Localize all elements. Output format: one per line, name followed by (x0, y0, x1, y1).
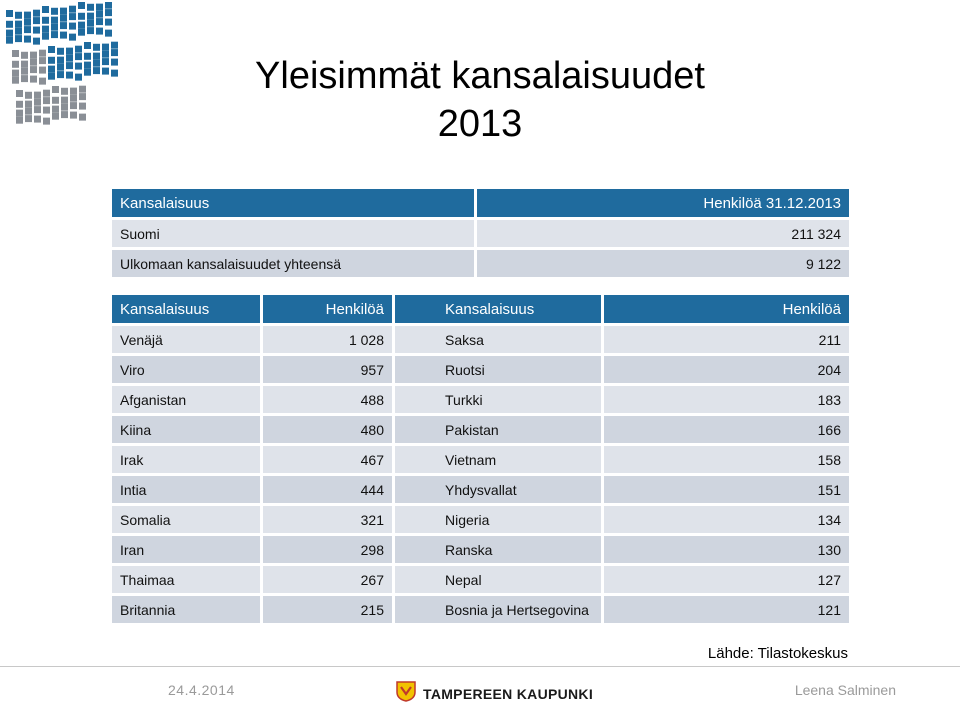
cell-nationality-left: Britannia (112, 596, 260, 623)
summary-header-col-2: Henkilöä 31.12.2013 (477, 189, 849, 217)
cell-persons-left: 267 (263, 566, 392, 593)
summary-cell-name: Suomi (112, 220, 474, 247)
table-row: Kiina 480 Pakistan 166 (112, 416, 849, 443)
header-nationality-left: Kansalaisuus (112, 295, 260, 323)
cell-nationality-left: Somalia (112, 506, 260, 533)
cell-persons-right: 127 (604, 566, 849, 593)
city-name: TAMPEREEN KAUPUNKI (423, 685, 594, 702)
footer-date: 24.4.2014 (168, 682, 235, 698)
cell-nationality-right: Saksa (395, 326, 601, 353)
cell-persons-right: 151 (604, 476, 849, 503)
summary-table: Kansalaisuus Henkilöä 31.12.2013 Suomi 2… (109, 186, 852, 280)
cell-nationality-left: Iran (112, 536, 260, 563)
logo-flag-shape (16, 89, 50, 125)
table-row: Somalia 321 Nigeria 134 (112, 506, 849, 533)
wave-logo-icon (2, 1, 140, 140)
table-row: Venäjä 1 028 Saksa 211 (112, 326, 849, 353)
city-brand: TAMPEREEN KAUPUNKI (395, 680, 593, 707)
logo-flag-shape (84, 41, 118, 77)
cell-persons-right: 121 (604, 596, 849, 623)
cell-persons-left: 298 (263, 536, 392, 563)
cell-nationality-right: Pakistan (395, 416, 601, 443)
footer-divider (0, 666, 960, 667)
logo-flag-shape (12, 49, 46, 85)
logo-flag-shape (48, 45, 82, 81)
cell-nationality-right: Ranska (395, 536, 601, 563)
table-row: Viro 957 Ruotsi 204 (112, 356, 849, 383)
header-persons-left: Henkilöä (263, 295, 392, 323)
cell-nationality-right: Vietnam (395, 446, 601, 473)
cell-persons-right: 166 (604, 416, 849, 443)
cell-persons-left: 444 (263, 476, 392, 503)
cell-persons-left: 488 (263, 386, 392, 413)
cell-nationality-left: Afganistan (112, 386, 260, 413)
summary-cell-count: 211 324 (477, 220, 849, 247)
cell-nationality-left: Kiina (112, 416, 260, 443)
nationality-header-row: Kansalaisuus Henkilöä Kansalaisuus Henki… (112, 295, 849, 323)
cell-nationality-left: Intia (112, 476, 260, 503)
table-row: Afganistan 488 Turkki 183 (112, 386, 849, 413)
title-line-1: Yleisimmät kansalaisuudet (255, 55, 705, 97)
cell-persons-right: 158 (604, 446, 849, 473)
table-row: Iran 298 Ranska 130 (112, 536, 849, 563)
logo-flag-shape (6, 9, 40, 45)
cell-persons-left: 467 (263, 446, 392, 473)
logo-flag-shape (52, 85, 86, 121)
source-note: Lähde: Tilastokeskus (707, 645, 848, 662)
table-row: Britannia 215 Bosnia ja Hertsegovina 121 (112, 596, 849, 623)
cell-persons-left: 1 028 (263, 326, 392, 353)
summary-header-row: Kansalaisuus Henkilöä 31.12.2013 (112, 189, 849, 217)
cell-nationality-left: Viro (112, 356, 260, 383)
cell-persons-right: 183 (604, 386, 849, 413)
cell-nationality-left: Venäjä (112, 326, 260, 353)
cell-persons-right: 211 (604, 326, 849, 353)
logo-flag-shape (78, 1, 112, 37)
table-row: Intia 444 Yhdysvallat 151 (112, 476, 849, 503)
header-nationality-right: Kansalaisuus (395, 295, 601, 323)
summary-cell-name: Ulkomaan kansalaisuudet yhteensä (112, 250, 474, 277)
cell-nationality-right: Turkki (395, 386, 601, 413)
cell-persons-left: 321 (263, 506, 392, 533)
table-row: Thaimaa 267 Nepal 127 (112, 566, 849, 593)
footer-author: Leena Salminen (794, 682, 896, 698)
cell-nationality-right: Ruotsi (395, 356, 601, 383)
cell-nationality-left: Thaimaa (112, 566, 260, 593)
cell-nationality-right: Nigeria (395, 506, 601, 533)
cell-persons-right: 134 (604, 506, 849, 533)
header-persons-right: Henkilöä (604, 295, 849, 323)
title-line-2: 2013 (437, 103, 523, 145)
cell-persons-right: 130 (604, 536, 849, 563)
page-title: Yleisimmät kansalaisuudet 2013 (210, 52, 750, 148)
nationality-table: Kansalaisuus Henkilöä Kansalaisuus Henki… (109, 292, 852, 626)
cell-persons-right: 204 (604, 356, 849, 383)
cell-nationality-right: Yhdysvallat (395, 476, 601, 503)
cell-nationality-right: Nepal (395, 566, 601, 593)
tampere-crest-icon (395, 680, 417, 707)
table-row: Irak 467 Vietnam 158 (112, 446, 849, 473)
cell-persons-left: 957 (263, 356, 392, 383)
summary-cell-count: 9 122 (477, 250, 849, 277)
summary-row: Suomi 211 324 (112, 220, 849, 247)
cell-nationality-left: Irak (112, 446, 260, 473)
cell-nationality-right: Bosnia ja Hertsegovina (395, 596, 601, 623)
logo-flag-shape (42, 5, 76, 41)
summary-header-col-1: Kansalaisuus (112, 189, 474, 217)
cell-persons-left: 480 (263, 416, 392, 443)
cell-persons-left: 215 (263, 596, 392, 623)
summary-row: Ulkomaan kansalaisuudet yhteensä 9 122 (112, 250, 849, 277)
